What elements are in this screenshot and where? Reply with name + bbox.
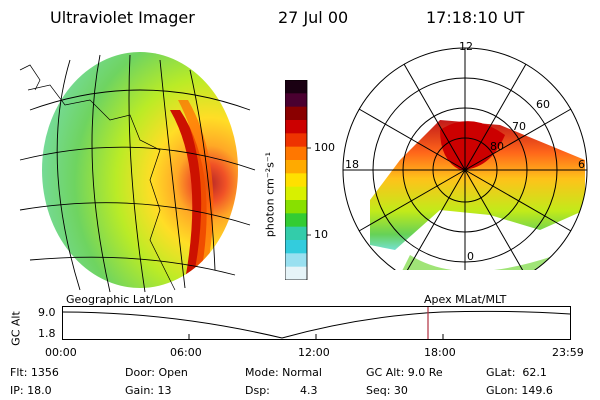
colorbar-cell (285, 173, 307, 188)
ip-value: IP: 18.0 (10, 384, 52, 397)
time-tick-1200: 12:00 (298, 346, 330, 359)
colorbar-cell (285, 120, 307, 134)
colorbar-cell (285, 240, 307, 254)
time-tick-2359: 23:59 (552, 346, 584, 359)
colorbar-cell (285, 266, 307, 280)
mode-status: Mode: Normal (245, 366, 322, 379)
observation-date: 27 Jul 00 (278, 8, 349, 27)
instrument-title: Ultraviolet Imager (50, 8, 195, 27)
colorbar-cell (285, 226, 307, 241)
dsp-value: 4.3 (300, 384, 318, 397)
time-tick-0000: 00:00 (45, 346, 77, 359)
colorbar-cell (285, 93, 307, 108)
mlt-label-right: 6 (578, 158, 585, 171)
polar-mlt-plot (342, 47, 588, 270)
colorbar-tick-100: 100 (314, 141, 335, 154)
colorbar-unit-label: photon cm⁻²s⁻¹ (263, 151, 277, 238)
lat-label-60: 60 (536, 98, 550, 111)
colorbar-cell (285, 253, 307, 268)
altitude-tick-low: 1.8 (38, 327, 56, 340)
gc-altitude: GC Alt: 9.0 Re (366, 366, 443, 379)
time-tick-1800: 18:00 (424, 346, 456, 359)
mlt-label-bottom: 0 (467, 250, 474, 263)
mlt-label-left: 18 (345, 158, 359, 171)
colorbar-cell (285, 200, 307, 214)
time-tick-0600: 06:00 (170, 346, 202, 359)
geographic-aurora-image (19, 52, 256, 293)
colorbar-cell (285, 133, 307, 148)
observation-time: 17:18:10 UT (426, 8, 525, 27)
colorbar-cell (285, 106, 307, 121)
geographic-label: Geographic Lat/Lon (66, 293, 174, 306)
altitude-tick-high: 9.0 (38, 306, 56, 319)
lat-label-80: 80 (490, 140, 504, 153)
photon-flux-colorbar (285, 80, 311, 280)
altitude-track-plot (62, 306, 571, 340)
colorbar-tick-10: 10 (314, 228, 328, 241)
colorbar-cell (285, 80, 307, 94)
flight-number: Flt: 1356 (10, 366, 59, 379)
door-status: Door: Open (125, 366, 188, 379)
colorbar-cell (285, 146, 307, 161)
mlt-label-top: 12 (459, 40, 473, 53)
geographic-longitude: GLon: 149.6 (486, 384, 553, 397)
sequence-number: Seq: 30 (366, 384, 408, 397)
colorbar-cell (285, 160, 307, 174)
lat-label-70: 70 (512, 120, 526, 133)
colorbar-cell (285, 213, 307, 228)
apex-label: Apex MLat/MLT (424, 293, 507, 306)
dsp-label: Dsp: (245, 384, 270, 397)
altitude-axis-title: GC Alt (9, 311, 23, 346)
geographic-latitude: GLat: 62.1 (486, 366, 547, 379)
gain-value: Gain: 13 (125, 384, 172, 397)
colorbar-cell (285, 186, 307, 201)
